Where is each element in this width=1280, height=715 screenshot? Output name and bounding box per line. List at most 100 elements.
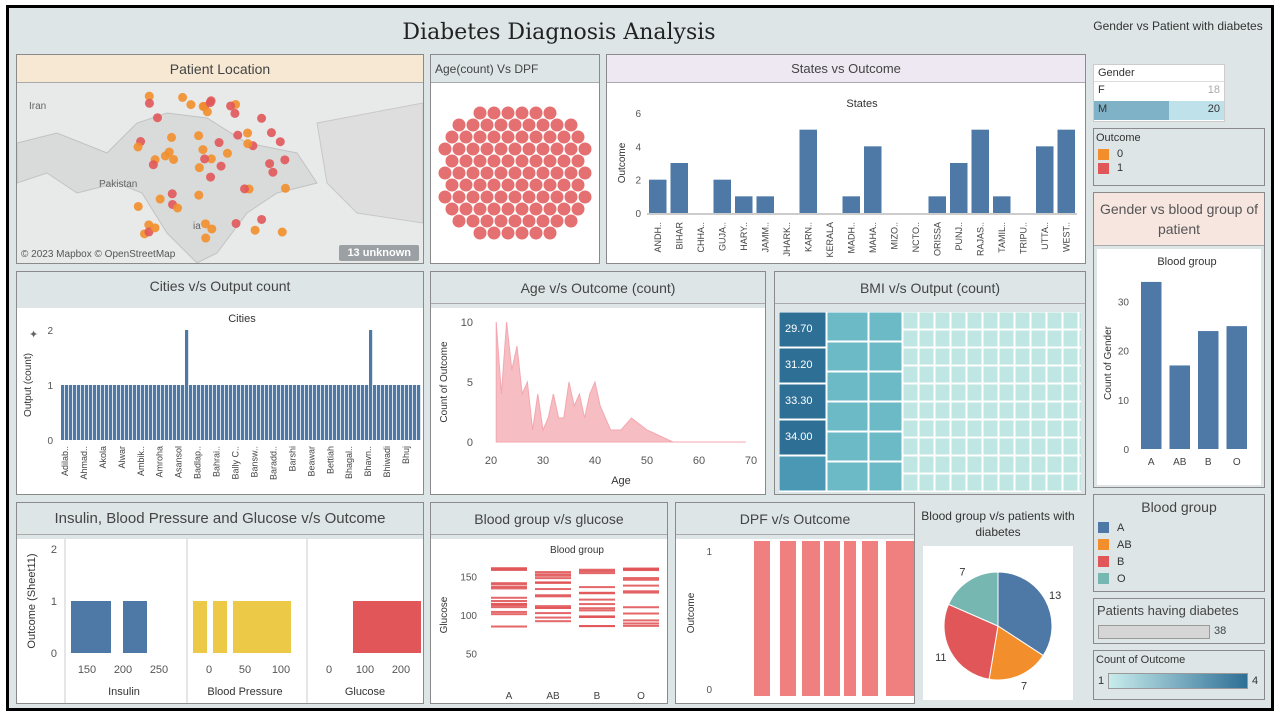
cities-bar [189,385,193,440]
bg-mark [491,585,527,588]
cities-xtick: Bhagal.. [344,446,354,479]
cities-bar [241,385,245,440]
patient-location-dot [167,132,177,142]
age-xtick: 40 [589,455,601,467]
bmi-cell [868,311,903,342]
cities-bar [169,385,173,440]
gender-blood-panel: Gender vs blood group of patient Blood g… [1093,192,1265,488]
bg-mark [623,624,659,627]
bmi-cell [826,461,869,492]
bmi-cell [934,311,951,330]
bmi-cell [1078,365,1095,384]
bmi-cell [950,383,967,402]
bmi-cell [934,347,951,366]
bmi-cell [918,401,935,420]
patient-location-dot [201,233,211,243]
outcome-legend-item-0[interactable]: 0 [1094,147,1264,161]
patient-location-dot [280,183,290,193]
dpf-bar [886,541,914,696]
age-outcome-area [495,321,746,443]
bmi-cell [966,473,983,492]
unknown-badge[interactable]: 13 unknown [339,245,419,261]
age-dpf-bubble [564,166,578,180]
gender-blood-chart[interactable]: Blood group Count of Gender 0 10 20 30 A AB B O [1097,249,1261,485]
ins-bar [213,601,227,653]
bmi-cell [998,365,1015,384]
blood-legend-item-b[interactable]: B [1094,553,1264,570]
bmi-cell [826,401,869,432]
cities-bar [93,385,97,440]
states-ylabel: Outcome [617,142,628,183]
bmi-cell [918,455,935,474]
cities-bar [165,385,169,440]
blood-legend-item-ab[interactable]: AB [1094,536,1264,553]
cities-bar [65,385,69,440]
gender-row-f[interactable]: F 18 [1094,82,1224,101]
cities-xtick: Alwar [117,446,127,469]
age-dpf-bubble [550,142,564,156]
pie-chart[interactable]: 13 7 11 7 [923,546,1073,700]
blood-legend-item-a[interactable]: A [1094,519,1264,536]
bmi-treemap[interactable]: 29.70 31.20 33.30 34.00 [778,311,1095,492]
outcome-legend-item-1[interactable]: 1 [1094,161,1264,175]
count-legend-min: 1 [1098,675,1105,687]
bmi-cell [918,473,935,492]
insulin-chart[interactable]: Outcome (Sheet11) 0 1 2 150 200 250 Insulin 0 50 1… [17,539,423,703]
age-dpf-bubble [529,106,543,120]
age-dpf-bubble [494,214,508,228]
age-outcome-chart[interactable]: Count of Outcome Age 0 5 10 20 30 40 50 60 70 [431,308,765,494]
patient-location-dot [206,154,216,164]
bmi-cell [1030,455,1047,474]
states-xtick: RAJAS.. [975,222,985,256]
bmi-cell [1030,347,1047,366]
map-attribution: © 2023 Mapbox © OpenStreetMap [21,249,176,260]
bmi-cell [918,347,935,366]
states-xtick: MIZO.. [889,222,899,250]
blood-glucose-panel: Blood group v/s glucose Blood group Gluco… [430,502,668,704]
cities-bar [109,385,113,440]
patient-location-dot [265,159,275,169]
age-dpf-bubble [480,190,494,204]
bmi-cell [1046,455,1063,474]
age-dpf-bubble [508,166,522,180]
blood-glucose-chart[interactable]: Blood group Glucose 50 100 150 A AB B O [431,539,667,703]
age-dpf-title: Age(count) Vs DPF [431,55,599,83]
bg-mark [491,606,527,609]
age-dpf-bubble [543,178,557,192]
map-area[interactable]: Iran Pakistan ia © 2023 Mapbox © OpenStr… [16,83,424,264]
blood-legend-item-o[interactable]: O [1094,570,1264,587]
bmi-cell [1014,437,1031,456]
gender-blood-svg: Blood group Count of Gender 0 10 20 30 A AB B O [1103,256,1247,468]
cities-bar [257,385,261,440]
age-dpf-bubble [480,166,494,180]
blood-legend: Blood group A AB B O [1093,494,1265,592]
age-dpf-chart[interactable] [431,83,599,263]
states-xtick: GUJA.. [717,222,727,251]
outcome-1-swatch [1098,162,1109,174]
bg-mark [535,571,571,574]
states-chart[interactable]: States Outcome 0 2 4 6 ANDH.. BIHAR CHHA.. GUJA..… [607,83,1085,263]
map-dots [133,91,290,243]
states-bar [1036,146,1054,213]
count-legend-max: 4 [1252,675,1259,687]
dpf-chart[interactable]: Outcome 0 1 [676,539,914,703]
bmi-cell [902,329,919,348]
cities-bar [297,385,301,440]
bmi-cell [1078,455,1095,474]
age-dpf-bubble [438,142,452,156]
age-dpf-bubble [501,226,515,240]
pie-label: 11 [935,652,946,664]
bg-mark [491,604,527,607]
cities-svg: Cities Output (count) ✦ 0 1 2 Adilab.. Ahmad.. A… [23,313,421,480]
bmi-cell [934,437,951,456]
gender-row-m[interactable]: M 20 [1094,101,1224,120]
dpf-panel: DPF v/s Outcome Outcome 0 1 [675,502,915,704]
age-dpf-bubble [494,142,508,156]
age-dpf-bubble [571,202,585,216]
bmi-cell [778,455,827,492]
patient-location-dot [144,98,154,108]
cities-chart[interactable]: Cities Output (count) ✦ 0 1 2 Adilab.. Ahmad.. A… [17,308,423,494]
blood-legend-label: O [1117,572,1126,585]
age-dpf-bubble [466,190,480,204]
gender-filter-title: Gender vs Patient with diabetes [1093,19,1263,33]
